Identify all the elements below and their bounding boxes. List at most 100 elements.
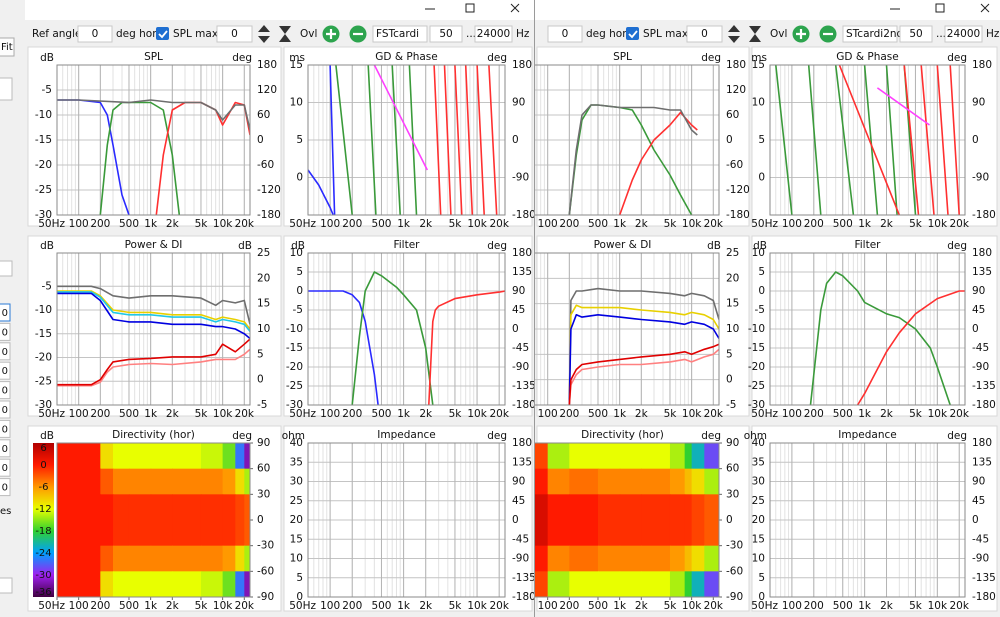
fit-button[interactable] bbox=[0, 37, 15, 57]
colorbar-tick-label: 0 bbox=[40, 460, 46, 471]
heatmap-cell bbox=[597, 571, 621, 597]
x-tick-label: 200 bbox=[90, 600, 110, 612]
spinner[interactable] bbox=[258, 25, 270, 43]
input-ref-angle[interactable] bbox=[77, 25, 113, 43]
side-cell[interactable] bbox=[0, 400, 11, 419]
heatmap-cell bbox=[691, 520, 705, 547]
heatmap-cell bbox=[222, 468, 236, 495]
x-tick-label: 20k bbox=[704, 218, 724, 230]
y-tick-label: 0 bbox=[296, 172, 303, 184]
heatmap-cell bbox=[128, 468, 152, 495]
spl-max-label: SPL max bbox=[173, 28, 218, 40]
checkbox-check bbox=[628, 30, 638, 39]
maximize-button[interactable] bbox=[465, 3, 475, 13]
y-tick-label: -30 bbox=[35, 209, 52, 221]
input-f-low[interactable] bbox=[429, 25, 463, 43]
heatmap-cell bbox=[619, 468, 642, 495]
heatmap-cell bbox=[113, 520, 130, 547]
side-cell[interactable] bbox=[0, 439, 11, 458]
plot-border bbox=[307, 442, 506, 598]
y-tick-label: -20 bbox=[35, 159, 52, 171]
curve bbox=[568, 314, 719, 405]
side-cell[interactable] bbox=[0, 342, 11, 361]
side-cell[interactable] bbox=[0, 361, 11, 380]
heatmap-cell bbox=[569, 571, 599, 597]
hourglass-button[interactable] bbox=[749, 26, 761, 42]
heatmap-cell bbox=[535, 520, 549, 547]
panel-title: SPL bbox=[613, 51, 632, 63]
x-tick-label: 500 bbox=[833, 600, 853, 612]
panel-frame bbox=[283, 235, 533, 417]
curve bbox=[57, 290, 250, 330]
side-input[interactable] bbox=[0, 260, 13, 277]
heatmap-cell bbox=[547, 468, 570, 495]
deg-hor-label: deg hor bbox=[586, 28, 627, 40]
hourglass-button[interactable] bbox=[279, 26, 291, 42]
side-cell[interactable] bbox=[0, 478, 11, 497]
input-preset[interactable] bbox=[842, 25, 898, 43]
y-unit: ms bbox=[289, 52, 305, 64]
y2-tick-label: 45 bbox=[512, 304, 525, 316]
side-cell[interactable] bbox=[0, 303, 11, 322]
panel-title: Directivity (hor) bbox=[581, 429, 664, 441]
x-tick-label: 500 bbox=[119, 600, 139, 612]
y2-tick-label: -90 bbox=[972, 361, 989, 373]
input-f-high[interactable] bbox=[944, 25, 983, 43]
side-cell-value: 0 bbox=[2, 444, 8, 455]
y-tick-label: 0 bbox=[296, 591, 303, 603]
spinner[interactable] bbox=[728, 25, 740, 43]
checkbox[interactable] bbox=[626, 27, 639, 40]
side-cell-value: 0 bbox=[2, 405, 8, 416]
ovl-label: Ovl bbox=[300, 28, 317, 40]
heatmap-cell bbox=[669, 571, 686, 597]
y-tick-label: 40 bbox=[290, 437, 303, 449]
y-tick-label: -5 bbox=[755, 304, 765, 316]
y2-tick-label: 135 bbox=[512, 456, 532, 468]
x-tick-label: 20k bbox=[704, 408, 724, 420]
colorbar bbox=[33, 443, 54, 597]
x-tick-label: 100 bbox=[782, 408, 802, 420]
x-tick-label: 100 bbox=[538, 218, 558, 230]
maximize-button[interactable] bbox=[935, 3, 945, 13]
y-tick-label: 25 bbox=[752, 495, 765, 507]
y2-tick-label: -180 bbox=[257, 209, 281, 221]
y-tick-label: 10 bbox=[290, 247, 303, 259]
heatmap-cell bbox=[113, 571, 130, 597]
heatmap-cell bbox=[244, 494, 250, 521]
heatmap-cell bbox=[57, 468, 101, 495]
input-f-high[interactable] bbox=[474, 25, 513, 43]
curve bbox=[809, 271, 951, 405]
close-button[interactable] bbox=[510, 3, 520, 13]
heatmap-cell bbox=[569, 520, 599, 547]
side-cell[interactable] bbox=[0, 419, 11, 438]
y-tick-label: -10 bbox=[286, 323, 303, 335]
ref-angle-value: 0 bbox=[92, 28, 99, 40]
y2-tick-label: 120 bbox=[257, 84, 277, 96]
x-tick-label: 500 bbox=[371, 600, 391, 612]
input-f-low[interactable] bbox=[899, 25, 933, 43]
x-tick-label: 10k bbox=[467, 600, 487, 612]
x-tick-label: 100 bbox=[320, 600, 340, 612]
x-tick-label: 10k bbox=[213, 218, 233, 230]
y2-unit: dB bbox=[238, 240, 252, 252]
input-spl-max[interactable] bbox=[686, 25, 723, 43]
x-tick-label: 500 bbox=[588, 600, 608, 612]
side-cell[interactable] bbox=[0, 458, 11, 477]
x-tick-label: 200 bbox=[559, 408, 579, 420]
close-button[interactable] bbox=[980, 3, 990, 13]
heatmap-cell bbox=[100, 494, 114, 521]
side-cell[interactable] bbox=[0, 322, 11, 341]
checkbox[interactable] bbox=[156, 27, 169, 40]
x-tick-label: 200 bbox=[804, 218, 824, 230]
x-tick-label: 500 bbox=[588, 408, 608, 420]
side-cell[interactable] bbox=[0, 381, 11, 400]
input-ref-angle[interactable] bbox=[547, 25, 583, 43]
x-tick-label: 50Hz bbox=[751, 408, 778, 420]
y2-tick-label: 0 bbox=[726, 134, 733, 146]
curve bbox=[335, 65, 418, 215]
curve bbox=[618, 111, 698, 215]
input-preset[interactable] bbox=[372, 25, 428, 43]
y-tick-label: -15 bbox=[286, 342, 303, 354]
input-spl-max[interactable] bbox=[216, 25, 253, 43]
